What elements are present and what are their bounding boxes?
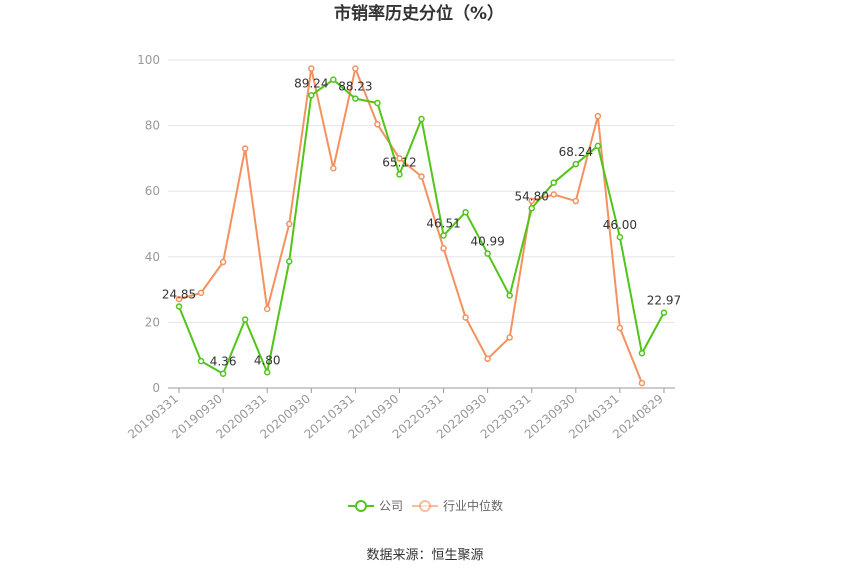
series-company (175, 76, 668, 377)
data-label-16: 54.80 (515, 189, 549, 203)
legend-item-industry[interactable]: 行业中位数 (412, 498, 503, 513)
data-point-industry-19 (594, 112, 602, 120)
y-tick-label-0: 0 (152, 381, 160, 395)
data-point-industry-3 (241, 145, 249, 152)
data-point-industry-21 (638, 379, 646, 387)
series-line-industry (178, 67, 643, 384)
y-tick-label-60: 60 (145, 184, 160, 198)
y-tick-label-80: 80 (145, 119, 160, 133)
data-point-industry-11 (418, 173, 425, 180)
legend-marker-company (355, 500, 367, 512)
data-point-industry-4 (263, 305, 271, 313)
data-point-industry-13 (462, 314, 469, 321)
data-label-14: 40.99 (470, 235, 504, 249)
chart-title: 市销率历史分位（%） (334, 3, 504, 24)
data-point-industry-20 (616, 324, 624, 332)
data-point-company-0 (175, 303, 183, 310)
data-point-company-1 (197, 357, 205, 365)
data-label-8: 88.23 (338, 80, 372, 94)
grid-lines (168, 59, 675, 323)
series-layer (175, 65, 668, 387)
data-point-industry-16 (528, 197, 535, 204)
data-labels: 24.85 4.36 4.80 89.24 88.23 65.12 46.51 40.99 54… (162, 76, 681, 368)
data-point-company-5 (285, 258, 293, 265)
data-point-industry-1 (197, 289, 205, 297)
data-point-company-9 (374, 99, 381, 107)
data-point-company-21 (638, 349, 646, 357)
series-line-company (178, 78, 665, 375)
data-label-22: 22.97 (647, 294, 681, 308)
data-point-industry-18 (572, 197, 580, 205)
data-point-company-11 (418, 115, 425, 123)
y-tick-label-40: 40 (145, 250, 160, 264)
data-point-company-17 (550, 179, 558, 186)
data-point-company-16 (528, 205, 535, 212)
data-point-industry-6 (308, 65, 315, 72)
data-point-industry-5 (285, 220, 293, 228)
data-point-industry-2 (219, 258, 227, 266)
data-point-company-14 (484, 250, 491, 257)
legend-marker-industry (419, 500, 431, 512)
data-point-company-8 (352, 95, 359, 102)
data-point-company-10 (396, 171, 403, 178)
data-point-company-2 (219, 370, 227, 377)
y-tick-label-20: 20 (145, 315, 160, 329)
data-point-industry-14 (484, 355, 491, 363)
x-axis: 2019033120190930202003312020093020210331… (125, 387, 675, 442)
data-source: 数据来源：恒生聚源 (366, 548, 483, 563)
data-label-18: 68.24 (559, 145, 593, 159)
data-label-12: 46.51 (426, 216, 460, 230)
data-point-industry-10 (396, 155, 403, 162)
data-label-6: 89.24 (294, 76, 328, 90)
data-point-company-13 (462, 208, 469, 216)
data-label-0: 24.85 (162, 287, 196, 301)
data-label-10: 65.12 (382, 155, 416, 169)
data-point-industry-17 (550, 191, 558, 198)
legend-item-company[interactable]: 公司 (348, 499, 403, 513)
y-tick-label-100: 100 (137, 53, 160, 67)
data-point-company-6 (308, 92, 315, 99)
data-point-company-18 (572, 160, 580, 168)
series-industry (175, 65, 646, 387)
data-point-company-4 (263, 369, 271, 376)
data-point-company-19 (594, 142, 602, 150)
data-point-industry-7 (330, 164, 337, 172)
data-point-company-15 (506, 292, 513, 299)
legend[interactable]: 公司 行业中位数 (348, 498, 503, 513)
data-point-industry-12 (440, 245, 447, 252)
data-point-company-7 (330, 76, 337, 83)
data-label-4: 4.80 (254, 353, 281, 367)
data-label-20: 46.00 (603, 218, 637, 232)
data-point-company-20 (616, 233, 624, 241)
data-point-industry-9 (374, 121, 381, 128)
legend-label-company: 公司 (379, 499, 403, 513)
data-point-industry-0 (175, 295, 183, 303)
data-label-2: 4.36 (210, 355, 237, 369)
data-point-company-12 (440, 232, 447, 239)
data-point-company-3 (241, 316, 249, 323)
y-axis: 0 20 40 60 80 100 (137, 53, 160, 395)
data-point-industry-8 (352, 65, 359, 72)
data-point-company-22 (660, 309, 668, 316)
data-point-industry-15 (506, 334, 513, 341)
legend-label-industry: 行业中位数 (443, 498, 503, 513)
